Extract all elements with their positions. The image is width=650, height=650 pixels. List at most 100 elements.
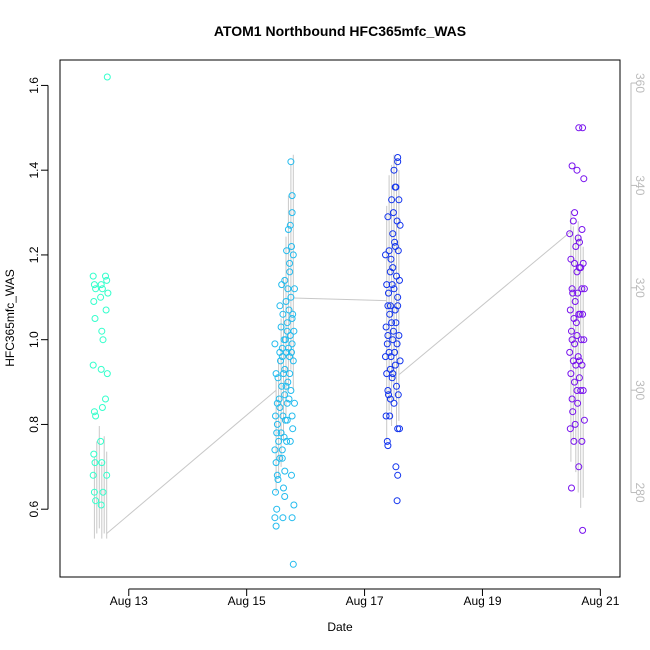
data-point bbox=[278, 382, 286, 390]
data-point bbox=[90, 281, 98, 289]
data-point bbox=[288, 348, 295, 356]
data-point bbox=[287, 158, 295, 166]
data-point bbox=[284, 285, 292, 293]
data-point bbox=[98, 327, 106, 335]
data-point bbox=[384, 332, 392, 339]
gray-line-segment bbox=[398, 231, 572, 376]
data-point bbox=[281, 336, 289, 344]
data-point bbox=[281, 467, 289, 475]
data-point bbox=[569, 217, 577, 225]
data-point bbox=[286, 259, 294, 267]
data-point bbox=[283, 416, 291, 424]
data-point bbox=[102, 272, 109, 280]
secondary-tick-label: 280 bbox=[633, 482, 647, 502]
data-point bbox=[278, 353, 286, 361]
data-point bbox=[566, 306, 574, 314]
data-point bbox=[289, 310, 297, 318]
data-point bbox=[393, 497, 401, 505]
data-point bbox=[99, 336, 107, 344]
data-point bbox=[278, 454, 286, 462]
data-point bbox=[574, 353, 582, 361]
data-point bbox=[382, 251, 389, 259]
data-point bbox=[568, 162, 576, 170]
data-point bbox=[391, 348, 399, 356]
data-point bbox=[579, 124, 587, 132]
data-point bbox=[276, 404, 284, 411]
data-point bbox=[567, 370, 575, 378]
data-point bbox=[566, 348, 574, 356]
data-point bbox=[579, 259, 587, 267]
data-point bbox=[383, 437, 391, 445]
data-points bbox=[89, 73, 588, 568]
data-point bbox=[89, 272, 97, 280]
data-point bbox=[580, 336, 588, 344]
data-point bbox=[571, 209, 579, 217]
data-point bbox=[390, 166, 398, 174]
x-tick-label: Aug 17 bbox=[346, 594, 384, 608]
data-point bbox=[571, 298, 579, 305]
data-point bbox=[289, 251, 297, 259]
data-point bbox=[388, 196, 396, 204]
data-point bbox=[576, 310, 584, 318]
x-axis: Aug 13 Aug 15 Aug 17 Aug 19 Aug 21 bbox=[110, 588, 620, 608]
secondary-y-axis: 280 300 320 340 360 bbox=[630, 73, 647, 503]
data-point bbox=[90, 298, 98, 305]
data-point bbox=[382, 323, 390, 331]
data-point bbox=[580, 285, 588, 293]
data-point bbox=[103, 370, 111, 378]
data-point bbox=[285, 306, 293, 314]
x-tick-label: Aug 13 bbox=[110, 594, 148, 608]
data-point bbox=[391, 238, 399, 246]
data-point bbox=[271, 340, 279, 348]
data-point bbox=[281, 276, 289, 284]
data-point bbox=[572, 243, 580, 250]
data-point bbox=[569, 408, 577, 416]
data-point bbox=[387, 255, 395, 263]
data-point bbox=[102, 395, 109, 403]
data-point bbox=[283, 247, 291, 255]
data-point bbox=[573, 332, 581, 339]
data-point bbox=[384, 442, 392, 450]
data-point bbox=[574, 399, 582, 407]
x-tick-label: Aug 21 bbox=[581, 594, 619, 608]
data-point bbox=[89, 471, 97, 479]
data-point bbox=[574, 234, 582, 242]
data-point bbox=[386, 302, 394, 310]
data-point bbox=[284, 226, 292, 233]
data-point bbox=[273, 420, 281, 428]
data-point bbox=[384, 213, 392, 221]
data-point bbox=[393, 340, 401, 348]
data-point bbox=[578, 285, 586, 293]
secondary-tick-label: 320 bbox=[633, 278, 647, 298]
data-point bbox=[282, 298, 290, 305]
data-point bbox=[274, 374, 282, 382]
data-point bbox=[580, 416, 588, 424]
data-point bbox=[577, 387, 585, 394]
data-point bbox=[288, 243, 295, 250]
data-point bbox=[279, 310, 287, 318]
data-point bbox=[386, 412, 394, 420]
data-point bbox=[91, 315, 99, 322]
data-point bbox=[279, 514, 287, 522]
data-point bbox=[90, 408, 98, 416]
data-point bbox=[389, 336, 397, 344]
data-point bbox=[394, 158, 402, 166]
data-point bbox=[272, 412, 279, 420]
data-point bbox=[385, 247, 393, 255]
data-point bbox=[392, 319, 400, 327]
data-point bbox=[395, 332, 403, 339]
data-point bbox=[579, 387, 587, 394]
data-point bbox=[286, 268, 294, 276]
data-point bbox=[395, 196, 403, 204]
data-point bbox=[272, 459, 280, 467]
data-point bbox=[571, 378, 578, 386]
data-point bbox=[388, 374, 396, 382]
plot-frame bbox=[59, 59, 621, 578]
data-point bbox=[392, 463, 400, 471]
data-point bbox=[274, 476, 282, 483]
data-point bbox=[568, 484, 575, 492]
gray-line-segment bbox=[106, 389, 277, 534]
data-point bbox=[396, 425, 403, 433]
data-point bbox=[388, 319, 396, 327]
